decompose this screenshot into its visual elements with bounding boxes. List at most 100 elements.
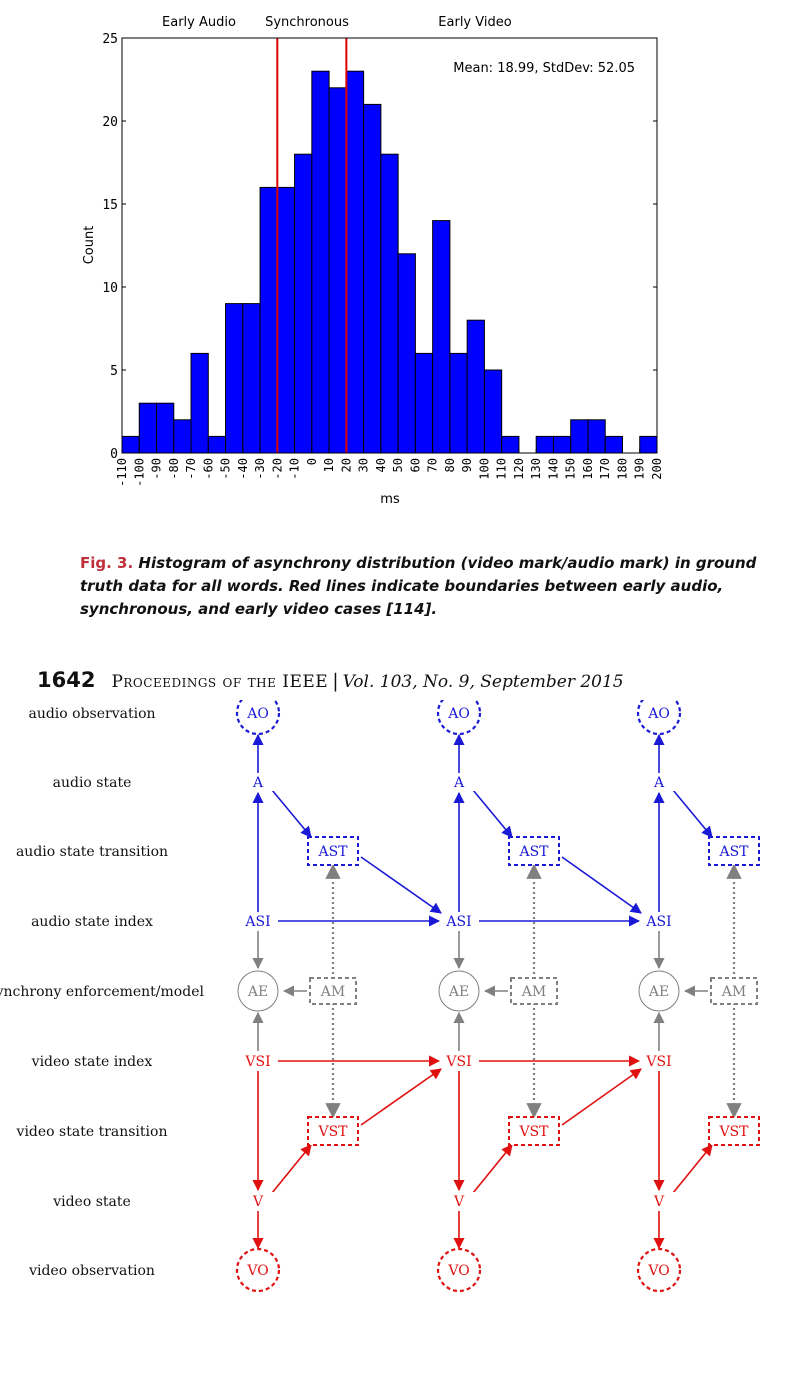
- node-bg: [643, 1192, 675, 1210]
- histogram-bar: [535, 435, 554, 454]
- x-tick-label: -100: [132, 458, 146, 487]
- node-label: VSI: [445, 1054, 471, 1070]
- x-tick-labels: -110 -100 -90 -80 -70 -60 -50 -40 -30 -20 -10 0 10 20…: [115, 449, 664, 487]
- edge: [472, 789, 513, 838]
- node-bg: [443, 773, 475, 791]
- x-tick-label: -50: [219, 458, 233, 480]
- x-tick-label: 110: [495, 458, 509, 480]
- node-label: VO: [647, 1263, 669, 1279]
- x-tick-label: 140: [546, 458, 560, 480]
- node-bg: [242, 773, 274, 791]
- node-bg: [643, 773, 675, 791]
- histogram-bar: [501, 435, 520, 454]
- node-label: VST: [518, 1124, 549, 1140]
- node-box: [307, 836, 359, 866]
- node-circle: [638, 970, 680, 1012]
- x-tick-label: 20: [339, 458, 353, 472]
- region-label-early-audio: Early Audio: [162, 15, 236, 30]
- histogram-bar: [276, 186, 296, 454]
- edge: [271, 1144, 312, 1194]
- row-label: video state transition: [16, 1124, 168, 1140]
- node-box: [307, 1116, 359, 1146]
- x-tick-label: 10: [322, 458, 336, 472]
- node-label: AE: [448, 984, 469, 1000]
- row-label: video state: [52, 1194, 131, 1210]
- y-tick-label: 20: [102, 115, 118, 130]
- histogram-bar: [225, 303, 244, 454]
- row-label: audio state transition: [16, 844, 168, 860]
- node-circle: [237, 970, 279, 1012]
- x-tick-label: 70: [426, 458, 440, 472]
- node-label: AO: [447, 706, 470, 722]
- node-box: [510, 977, 558, 1005]
- node-label: AM: [521, 984, 546, 1000]
- x-tick-label: -80: [167, 458, 181, 480]
- x-tick-label: 40: [374, 458, 388, 472]
- histogram-bar: [173, 419, 192, 454]
- x-tick-label: 100: [477, 458, 491, 480]
- x-tick-label: 150: [564, 458, 578, 480]
- node-label: VST: [718, 1124, 749, 1140]
- x-tick-label: -110: [115, 458, 129, 487]
- page-number: 1642: [37, 668, 96, 692]
- edge: [472, 1144, 513, 1194]
- node-circle: [636, 700, 682, 736]
- node-label: ASI: [244, 914, 270, 930]
- y-tick-labels: 0 5 10 15 20 25: [102, 32, 657, 462]
- x-tick-label: 90: [460, 458, 474, 472]
- histogram-bar: [207, 435, 227, 454]
- x-tick-label: -70: [184, 458, 198, 480]
- node-box: [508, 1116, 560, 1146]
- node-box: [309, 977, 357, 1005]
- figure-caption: Fig. 3. Histogram of asynchrony distribu…: [80, 552, 760, 621]
- node-label: ASI: [645, 914, 671, 930]
- histogram-bar: [587, 419, 606, 454]
- x-tick-label: 60: [408, 458, 422, 472]
- node-label: VO: [246, 1263, 268, 1279]
- region-label-early-video: Early Video: [438, 15, 511, 30]
- boundary-lines: [276, 38, 348, 453]
- nodes: AO A AST ASI AE AM VSI VST V VO AO A AST ASI AE AM VSI VS…: [235, 700, 760, 1293]
- row-label: asynchrony enforcement/model: [0, 984, 204, 1000]
- x-tick-label: 80: [443, 458, 457, 472]
- histogram-bar: [345, 70, 365, 454]
- x-tick-label: 30: [357, 458, 371, 472]
- edge: [672, 789, 713, 838]
- histogram-bar: [466, 319, 485, 454]
- row-label: audio state: [53, 775, 132, 791]
- edge: [561, 1068, 642, 1126]
- node-label: AST: [718, 844, 749, 860]
- node-label: A: [453, 775, 465, 791]
- histogram-bar: [449, 352, 468, 454]
- node-box: [708, 1116, 760, 1146]
- histogram-bar: [432, 220, 451, 454]
- x-tick-label: -60: [201, 458, 215, 480]
- histogram-bar: [483, 369, 503, 454]
- y-tick-label: 25: [102, 32, 118, 47]
- histogram-bar: [190, 352, 209, 454]
- node-label: AM: [721, 984, 746, 1000]
- node-label: VSI: [645, 1054, 671, 1070]
- journal-name: Proceedings of the IEEE: [111, 672, 329, 692]
- node-bg: [643, 912, 675, 930]
- caption-text: Histogram of asynchrony distribution (vi…: [80, 554, 757, 618]
- node-label: V: [653, 1194, 665, 1210]
- x-tick-label: 170: [598, 458, 612, 480]
- x-axis-label: ms: [380, 492, 400, 507]
- node-bg: [443, 1192, 475, 1210]
- node-label: V: [453, 1194, 465, 1210]
- edge: [561, 856, 642, 914]
- histogram-bar: [552, 435, 572, 454]
- histogram-bar: [259, 186, 278, 454]
- region-label-synchronous: Synchronous: [265, 15, 349, 30]
- histogram-bar: [242, 303, 261, 454]
- y-tick-label: 5: [110, 364, 118, 379]
- node-label: AST: [317, 844, 348, 860]
- asynchrony-histogram: -110 -100 -90 -80 -70 -60 -50 -40 -30 -20 -10 0 10 20…: [82, 15, 664, 507]
- x-tick-label: -20: [270, 458, 284, 480]
- y-tick-label: 0: [110, 447, 118, 462]
- histogram-bar: [570, 419, 589, 454]
- row-label: video state index: [31, 1054, 153, 1070]
- histogram-bar: [294, 153, 313, 454]
- histogram-bar: [639, 435, 658, 454]
